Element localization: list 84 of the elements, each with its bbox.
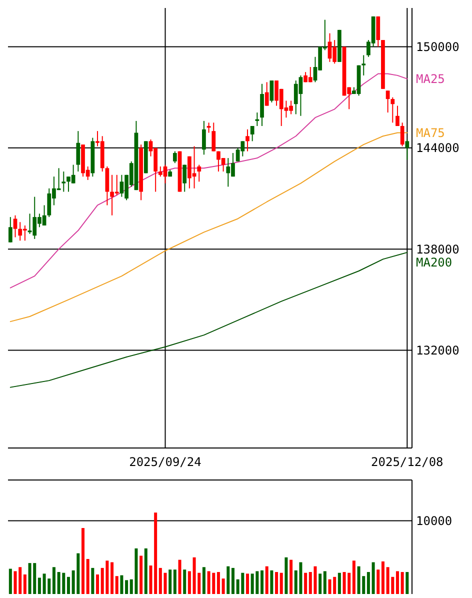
candlestick (8, 216, 12, 243)
candlestick (212, 122, 216, 152)
text: 10000 (416, 514, 452, 528)
x-tick-label: 2025/12/08 (371, 455, 444, 469)
y-tick-label: 132000 (416, 343, 460, 358)
y-tick-label: 144000 (416, 141, 460, 156)
bar (226, 566, 230, 594)
candlestick (182, 164, 187, 192)
bar (81, 528, 84, 594)
candlestick (250, 126, 254, 142)
bar (333, 576, 336, 594)
bar (400, 572, 404, 594)
bar (222, 578, 225, 594)
bar (304, 572, 308, 594)
bar (202, 567, 206, 594)
y-tick-label: 150000 (416, 40, 460, 54)
bar (86, 558, 90, 594)
bar (91, 568, 94, 594)
bar (66, 576, 70, 594)
candlestick (62, 171, 66, 192)
candlestick (202, 120, 206, 156)
candlestick (405, 138, 410, 160)
bar (110, 562, 114, 594)
bar (216, 572, 220, 594)
bar (290, 560, 293, 594)
bar (154, 512, 158, 594)
bar (323, 571, 326, 594)
line-series (10, 132, 408, 322)
candlestick (390, 96, 395, 124)
bar (352, 560, 356, 594)
bar (23, 574, 26, 594)
series-label: MA75 (416, 126, 445, 140)
series-label: MA25 (416, 72, 445, 86)
line-series (10, 252, 408, 388)
candlestick (105, 166, 110, 206)
bar (246, 574, 249, 594)
x-tick-label: 2025/09/24 (129, 455, 202, 469)
bar (284, 557, 288, 594)
candlestick (260, 83, 264, 127)
bar (168, 570, 172, 594)
candlestick (76, 130, 80, 172)
bar (188, 571, 191, 594)
bar (140, 556, 143, 594)
line-series (10, 73, 408, 288)
bar (280, 572, 283, 594)
candlestick (362, 54, 366, 76)
bar (275, 572, 278, 594)
candlestick (246, 128, 250, 152)
bar (366, 572, 370, 594)
bar (183, 570, 186, 594)
bar (328, 579, 332, 594)
bar (318, 574, 322, 594)
candlestick (172, 150, 177, 164)
bar (231, 568, 234, 594)
bar (173, 570, 176, 594)
bar (178, 560, 182, 594)
bar (396, 571, 399, 594)
bar (338, 572, 341, 594)
bar (96, 574, 100, 594)
bar (8, 568, 12, 594)
candlestick (255, 112, 260, 127)
bar (376, 570, 380, 594)
bar (406, 572, 409, 594)
candlestick (376, 16, 380, 48)
candlestick (396, 105, 400, 127)
candlestick (386, 90, 390, 114)
bar (120, 575, 124, 594)
bar (144, 548, 148, 594)
bar (52, 567, 56, 594)
bar (381, 561, 384, 594)
bar (115, 576, 118, 594)
bar (260, 570, 264, 594)
y-tick-label: 138000 (416, 242, 460, 256)
bar (38, 578, 41, 594)
candlestick (13, 214, 18, 238)
candlestick (197, 164, 202, 182)
series-label: MA200 (416, 255, 452, 270)
bar (149, 566, 152, 594)
bar (265, 566, 268, 594)
bar (372, 562, 375, 594)
candlestick (264, 82, 269, 106)
candlestick (400, 122, 404, 147)
bar (270, 570, 274, 594)
bar (125, 580, 128, 594)
